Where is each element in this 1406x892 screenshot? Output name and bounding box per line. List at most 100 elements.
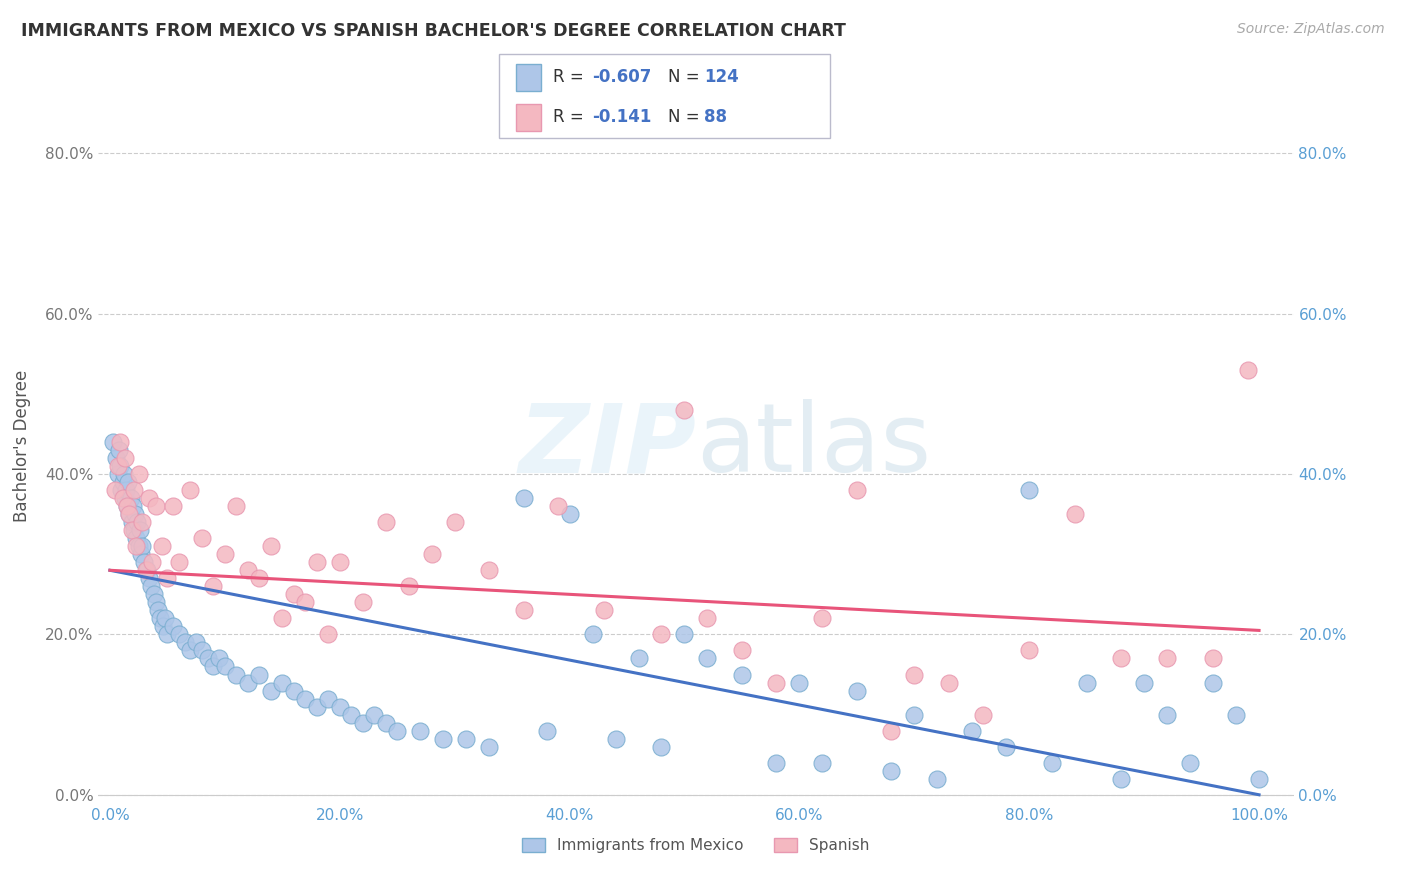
Point (1076, 675, 1098, 690)
Point (135, 563, 157, 577)
Point (247, 571, 270, 585)
Point (627, 651, 650, 665)
Point (329, 555, 352, 569)
Point (880, 723, 903, 738)
Point (1156, 707, 1178, 722)
Point (558, 507, 581, 521)
Point (938, 675, 960, 690)
Point (294, 691, 316, 706)
Point (605, 731, 627, 746)
Point (271, 611, 294, 625)
Point (162, 499, 184, 513)
Point (167, 555, 190, 569)
Point (547, 499, 569, 513)
Point (122, 499, 145, 513)
Point (236, 675, 259, 690)
Point (845, 683, 868, 698)
Point (374, 515, 396, 529)
Point (283, 587, 305, 601)
Point (225, 499, 247, 513)
Point (191, 643, 214, 657)
Point (811, 756, 834, 770)
Point (117, 475, 139, 489)
Text: -0.141: -0.141 (592, 108, 651, 126)
Point (352, 595, 374, 609)
Point (1202, 675, 1225, 690)
Text: R =: R = (553, 108, 593, 126)
Point (179, 643, 201, 657)
Point (111, 491, 134, 505)
Point (162, 619, 184, 633)
Point (398, 579, 420, 593)
Text: N =: N = (668, 108, 710, 126)
Point (294, 595, 316, 609)
Point (108, 442, 131, 457)
Point (536, 723, 558, 738)
Point (247, 667, 270, 681)
Point (202, 579, 225, 593)
Legend: Immigrants from Mexico, Spanish: Immigrants from Mexico, Spanish (516, 832, 876, 859)
Point (673, 403, 696, 417)
Point (129, 547, 152, 561)
Point (880, 764, 903, 778)
Point (478, 563, 501, 577)
Point (156, 627, 179, 641)
Point (131, 515, 153, 529)
Point (145, 595, 167, 609)
Point (1202, 651, 1225, 665)
Point (125, 531, 148, 545)
Point (1178, 756, 1201, 770)
Point (363, 707, 385, 722)
Point (111, 475, 134, 489)
Point (512, 491, 534, 505)
Point (122, 483, 145, 497)
Point (1236, 363, 1258, 377)
Text: N =: N = (668, 69, 704, 87)
Point (149, 611, 172, 625)
Point (1225, 707, 1247, 722)
Point (1018, 483, 1040, 497)
Point (110, 483, 132, 497)
Point (673, 627, 696, 641)
Point (135, 563, 157, 577)
Point (131, 539, 153, 553)
Point (409, 723, 432, 738)
Point (1040, 756, 1063, 770)
Text: IMMIGRANTS FROM MEXICO VS SPANISH BACHELOR'S DEGREE CORRELATION CHART: IMMIGRANTS FROM MEXICO VS SPANISH BACHEL… (21, 22, 846, 40)
Point (432, 731, 454, 746)
Point (128, 467, 150, 481)
Point (340, 707, 363, 722)
Point (208, 651, 231, 665)
Point (512, 603, 534, 617)
Point (107, 467, 129, 481)
Point (696, 611, 718, 625)
Point (789, 675, 811, 690)
Point (214, 659, 236, 673)
Point (110, 458, 132, 473)
Point (104, 450, 127, 465)
Point (112, 467, 135, 481)
Point (115, 483, 138, 497)
Point (316, 627, 339, 641)
Point (184, 635, 207, 649)
Point (153, 611, 176, 625)
Point (122, 523, 145, 537)
Point (811, 611, 834, 625)
Point (1018, 643, 1040, 657)
Point (167, 627, 190, 641)
Text: 88: 88 (704, 108, 727, 126)
Point (138, 571, 160, 585)
Point (927, 772, 949, 786)
Point (316, 691, 339, 706)
Point (103, 435, 125, 450)
Point (456, 731, 478, 746)
Text: atlas: atlas (696, 400, 931, 492)
Point (374, 715, 396, 730)
Point (731, 667, 754, 681)
Point (128, 539, 150, 553)
Point (150, 539, 173, 553)
Point (134, 555, 156, 569)
Point (995, 739, 1018, 754)
Point (352, 715, 374, 730)
Point (114, 491, 136, 505)
